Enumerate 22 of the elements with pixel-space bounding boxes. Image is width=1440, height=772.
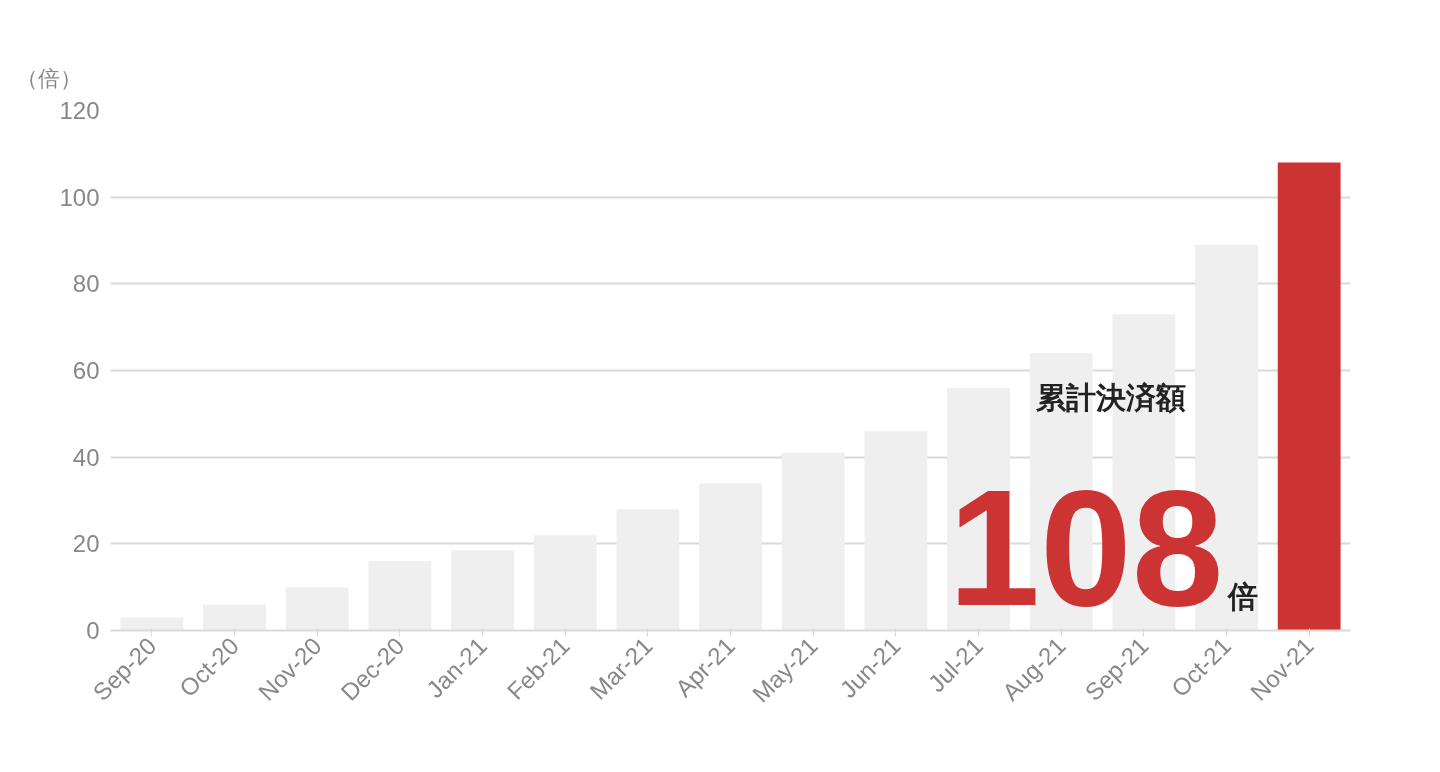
y-tick-label: 80 xyxy=(72,270,100,298)
bar xyxy=(120,617,184,631)
y-tick-label: 100 xyxy=(59,183,100,211)
annotation: 累計決済額 xyxy=(1034,380,1186,414)
y-tick-label: 20 xyxy=(72,530,100,558)
bar xyxy=(368,561,432,631)
y-tick-label: 0 xyxy=(86,617,100,644)
annotation: 108 xyxy=(948,455,1224,640)
bar xyxy=(1277,162,1341,631)
y-tick-label: 60 xyxy=(72,357,100,384)
bar xyxy=(203,604,266,631)
bar xyxy=(285,587,349,631)
y-tick-label: 120 xyxy=(59,97,100,124)
annotation: 倍 xyxy=(1227,580,1259,614)
bar xyxy=(864,431,928,631)
bar xyxy=(533,535,597,631)
y-tick-label: 40 xyxy=(72,443,100,471)
bar xyxy=(699,483,762,631)
bar xyxy=(451,550,514,631)
bar xyxy=(616,509,680,631)
y-axis-title: （倍） xyxy=(15,65,82,91)
bar xyxy=(781,452,845,631)
